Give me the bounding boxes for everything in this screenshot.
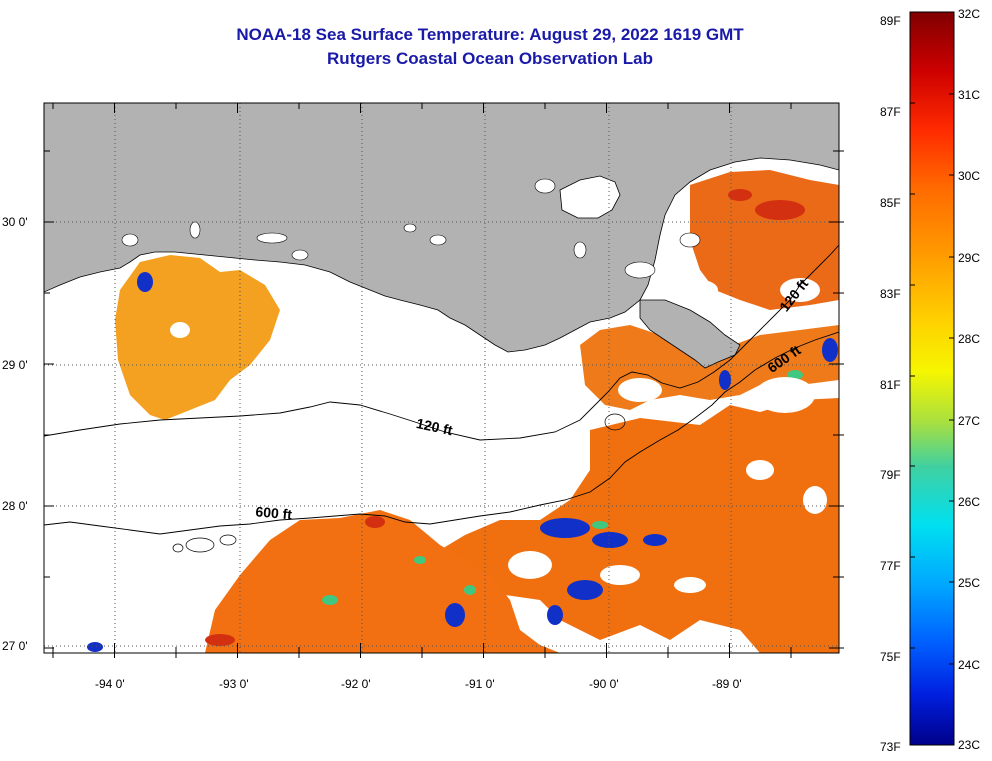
lat-label: 28 0' <box>2 499 28 513</box>
cb-label-f: 75F <box>880 650 901 664</box>
contour-islands <box>172 413 626 553</box>
warm-streaks <box>205 189 805 646</box>
sst-patch-nw <box>115 255 280 420</box>
lake-pontchartrain <box>559 175 621 219</box>
map-title: NOAA-18 Sea Surface Temperature: August … <box>236 25 744 44</box>
cb-label-c: 25C <box>958 576 980 590</box>
lon-label: -93 0' <box>219 677 249 691</box>
cb-label-c: 29C <box>958 251 980 265</box>
map-area: 120 ft 600 ft 120 ft 600 ft <box>44 103 839 653</box>
contour-120ft-west <box>44 244 839 441</box>
cb-label-c: 24C <box>958 658 980 672</box>
cb-label-c: 32C <box>958 7 980 21</box>
cb-label-f: 85F <box>880 196 901 210</box>
mixed-specks <box>322 370 803 605</box>
lon-label: -92 0' <box>341 677 371 691</box>
cb-label-c: 31C <box>958 88 980 102</box>
contour-label-120ft: 120 ft <box>415 415 454 438</box>
colorbar-celsius-labels: 32C 31C 30C 29C 28C 27C 26C 25C 24C 23C <box>958 7 980 752</box>
lat-lon-grid <box>44 103 839 653</box>
cb-label-f: 89F <box>880 14 901 28</box>
lat-label: 27 0' <box>2 639 28 653</box>
sst-patch-south <box>205 510 560 653</box>
map-frame <box>43 102 840 654</box>
land <box>44 103 839 353</box>
lon-label: -94 0' <box>95 677 125 691</box>
cb-label-c: 27C <box>958 414 980 428</box>
cb-label-c: 28C <box>958 332 980 346</box>
latitude-labels: 30 0' 29 0' 28 0' 27 0' <box>2 215 28 653</box>
lat-label: 29 0' <box>2 358 28 372</box>
map-subtitle: Rutgers Coastal Ocean Observation Lab <box>327 49 653 68</box>
contour-600ft-west <box>44 331 839 535</box>
cold-patches <box>87 272 838 652</box>
cb-label-f: 77F <box>880 559 901 573</box>
colorbar-ticks <box>910 93 954 665</box>
inland-lakes <box>121 178 701 279</box>
colorbar-fahrenheit-labels: 89F 87F 85F 83F 81F 79F 77F 75F 73F <box>880 14 901 754</box>
cb-label-f: 81F <box>880 378 901 392</box>
cb-label-f: 73F <box>880 740 901 754</box>
mississippi-delta <box>639 299 741 369</box>
cloud-holes <box>170 278 827 593</box>
lon-label: -90 0' <box>589 677 619 691</box>
cb-label-f: 79F <box>880 468 901 482</box>
cb-label-c: 26C <box>958 495 980 509</box>
longitude-labels: -94 0' -93 0' -92 0' -91 0' -90 0' -89 0… <box>95 677 742 691</box>
axis-ticks <box>44 103 844 658</box>
cb-label-c: 30C <box>958 169 980 183</box>
lon-label: -89 0' <box>712 677 742 691</box>
colorbar <box>909 11 955 746</box>
cb-label-c: 23C <box>958 738 980 752</box>
cb-label-f: 83F <box>880 287 901 301</box>
contour-label-600ft: 600 ft <box>255 503 293 522</box>
cb-label-f: 87F <box>880 105 901 119</box>
lon-label: -91 0' <box>465 677 495 691</box>
sst-patch-east <box>440 398 839 653</box>
sst-patch-northeast <box>690 170 839 310</box>
lat-label: 30 0' <box>2 215 28 229</box>
